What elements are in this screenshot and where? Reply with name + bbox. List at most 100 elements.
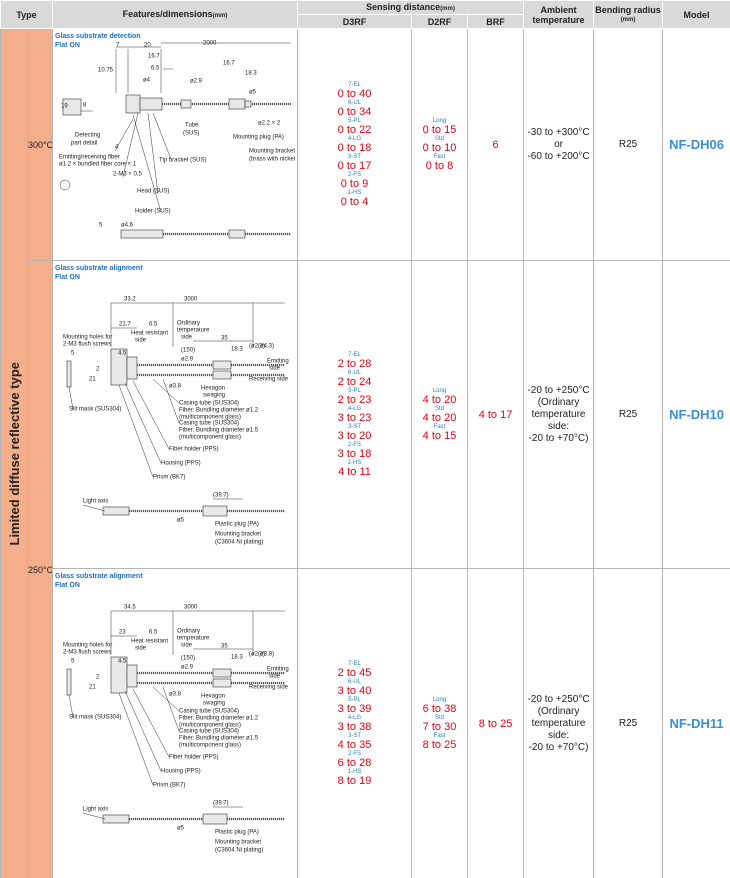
dimension-label: Fiber: Bundling diameter ø1.5 xyxy=(179,428,259,434)
mode-label: Std xyxy=(434,714,444,721)
mode-label: 2-FS xyxy=(347,171,361,178)
mode-label: 4-LG xyxy=(347,135,362,142)
dimension-label: (ø2.2) xyxy=(249,344,265,350)
drawing-shape xyxy=(137,671,285,685)
dimension-label: 2-M3 flush screws xyxy=(63,342,111,348)
dimension-label: 21.7 xyxy=(119,322,131,328)
drawing-shape xyxy=(66,668,72,696)
dimension-label: 6.5 xyxy=(151,66,160,72)
dimension-label: temperature xyxy=(177,328,210,334)
dimension-label: 8 xyxy=(83,103,87,109)
feature-cell: Glass substrate detection Flat ON 7 20 2000 1… xyxy=(52,28,298,261)
brf-cell: 6 xyxy=(466,28,525,261)
drawing-shape xyxy=(102,814,130,824)
drawing-shape xyxy=(212,668,232,678)
dimension-label: (ø3.8) xyxy=(258,652,274,658)
range-value: 7 to 30 xyxy=(422,720,457,733)
dimension-label: 21 xyxy=(89,685,96,691)
mode-label: 1-HS xyxy=(347,768,362,775)
header-cell: Sensing distance(mm) xyxy=(296,0,525,15)
dimension-label: Mounting bracket xyxy=(215,840,261,846)
mode-label: 7-EL xyxy=(348,660,361,667)
dimension-label: Mounting plug (PA) xyxy=(233,135,284,141)
mode-label: 1-HS xyxy=(347,189,362,196)
dimension-label: Tip bracket (SUS) xyxy=(159,158,206,164)
dimension-label: Slit mask (SUS304) xyxy=(69,715,121,721)
mode-label: Std xyxy=(434,405,444,412)
dimension-label: 18.3 xyxy=(231,655,243,661)
mode-label: 5-PL xyxy=(348,696,361,703)
range-value: 0 to 15 xyxy=(422,123,457,136)
mode-label: 7-EL xyxy=(348,351,361,358)
dimension-label: Heat resistant xyxy=(131,331,168,337)
dimension-label: Fiber holder (PPS) xyxy=(169,755,219,761)
dimension-label: 35 xyxy=(221,644,228,650)
range-value: 4 to 11 xyxy=(338,465,371,478)
range-value: 4 to 35 xyxy=(337,738,372,751)
dimension-label: (150) xyxy=(181,348,195,354)
drawing-shape xyxy=(228,98,246,110)
brf-cell: 8 to 25 xyxy=(466,568,525,878)
dimension-label: 2000 xyxy=(203,41,217,47)
header-cell: D3RF xyxy=(297,14,412,29)
feature-subtitle: Flat ON xyxy=(55,42,80,49)
type-label: Limited diffuse reflective type xyxy=(6,361,22,546)
header-cell: D2RF xyxy=(411,14,468,29)
dimension-label: (C3604 Ni plating) xyxy=(215,540,263,546)
dimension-label: Light axis xyxy=(83,807,108,813)
product-row: Limited diffuse reflective type 300°C Glas… xyxy=(0,28,730,878)
dimension-label: Emitting xyxy=(267,359,289,365)
dimension-label: Plastic plug (PA) xyxy=(215,522,259,528)
dimension-label: ø3.8 xyxy=(169,384,182,390)
dimension-label: Receiving side xyxy=(249,377,289,383)
dimension-label: Casing tube (SUS304) xyxy=(179,421,239,427)
range-value: 0 to 4 xyxy=(340,195,369,208)
dimension-label: 2 xyxy=(96,367,100,373)
dimension-label: 3000 xyxy=(184,605,198,611)
mode-label: 3-ST xyxy=(347,732,361,739)
range-value: 2 to 24 xyxy=(337,375,372,388)
d3rf-cell: 7-EL 2 to 45 6-UL 3 to 40 5-PL 3 to 39 4-LG 3 t… xyxy=(297,568,412,878)
dimension-label: ø2.9 xyxy=(181,665,194,671)
dimension-label: Fiber: Bundling diameter ø1.5 xyxy=(179,736,259,742)
temperature-cell: 250°C xyxy=(27,260,53,878)
dimension-label: 18.3 xyxy=(245,71,257,77)
dimension-label: (ø4.3) xyxy=(258,344,274,350)
mode-label: 3-ST xyxy=(347,153,361,160)
ambient-line: -20 to +70°C) xyxy=(528,741,589,753)
dimension-label: Fiber: Bundling diameter ø1.2 xyxy=(179,408,259,414)
drawing-shape xyxy=(244,100,252,108)
dimension-label: (multicomponent glass) xyxy=(179,743,241,749)
dimension-label: side xyxy=(269,674,281,680)
range-value: 3 to 39 xyxy=(337,702,372,715)
dimension-label: Mounting holes for xyxy=(63,643,112,649)
dimension-label: 4 xyxy=(115,145,119,151)
drawing-shape xyxy=(126,356,138,380)
d2rf-cell: Long 0 to 15 Std 0 to 10 Fast 0 to 8 xyxy=(411,28,468,261)
ambient-line: -60 to +200°C xyxy=(527,150,590,162)
range-value: 6 to 38 xyxy=(422,702,457,715)
dimension-label: side xyxy=(181,335,193,341)
dimension-label: Light axis xyxy=(83,499,108,505)
dimension-label: 34.5 xyxy=(124,605,136,611)
mode-label: 6-UL xyxy=(347,369,361,376)
range-value: 4 to 20 xyxy=(422,393,457,406)
ambient-line: (Ordinary xyxy=(537,396,580,408)
mode-label: Fast xyxy=(433,153,446,160)
dimension-label: Plastic plug (PA) xyxy=(215,830,259,836)
dimension-label: 18.3 xyxy=(231,347,243,353)
dimension-label: 16.7 xyxy=(223,61,235,67)
mode-label: 6-UL xyxy=(347,99,361,106)
drawing-shape xyxy=(202,505,228,517)
range-value: 4 to 20 xyxy=(422,411,457,424)
dimension-label: side xyxy=(135,338,147,344)
dimension-label: Mounting bracket xyxy=(249,149,295,155)
dimension-label: Casing tube (SUS304) xyxy=(179,401,239,407)
dimension-label: 4.5 xyxy=(118,659,127,665)
dimension-label: Slit mask (SUS304) xyxy=(69,407,121,413)
model-cell: NF-DH11 xyxy=(662,568,730,878)
dimension-label: Ordinary xyxy=(177,321,200,327)
range-value: 3 to 23 xyxy=(337,411,372,424)
dimension-label: Prism (BK7) xyxy=(153,475,185,481)
